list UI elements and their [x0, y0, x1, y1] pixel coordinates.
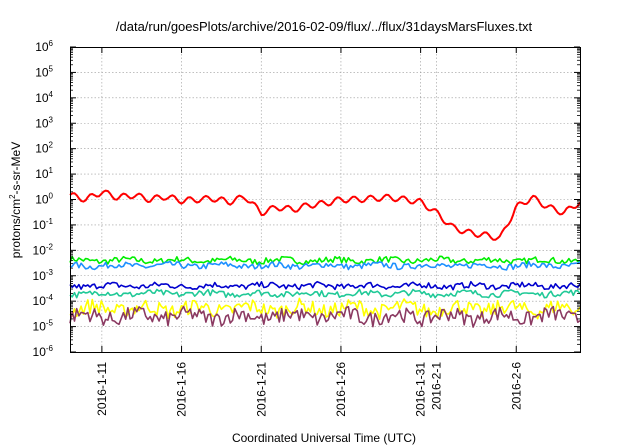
y-tick-base: 10 [33, 269, 47, 283]
y-tick-exponent: -5 [46, 319, 54, 328]
y-tick-base: 10 [33, 294, 47, 308]
x-tick-label: 2016-1-31 [414, 362, 428, 417]
series-line [69, 189, 581, 241]
y-axis-label-post: -s-sr-MeV [9, 142, 23, 195]
y-tick-exponent: 6 [49, 39, 54, 48]
y-tick-label: 102 [35, 141, 53, 156]
series-line [69, 297, 581, 321]
y-axis-label-sup: 2 [8, 194, 17, 199]
y-tick-exponent: 0 [49, 192, 54, 201]
y-axis-label: protons/cm2-s-sr-MeV [8, 142, 23, 258]
y-tick-base: 10 [35, 65, 49, 79]
x-axis: 2016-1-11 2016-1-16 2016-1-21 2016-1-26 2016… [95, 47, 523, 417]
y-tick-base: 10 [35, 193, 49, 207]
y-tick-base: 10 [33, 243, 47, 257]
y-tick-base: 10 [35, 142, 49, 156]
y-axis-label-pre: protons/cm [9, 199, 23, 258]
x-tick-label: 2016-2-6 [509, 362, 523, 410]
x-tick-label: 2016-1-21 [254, 362, 268, 417]
y-tick-label: 101 [35, 166, 53, 181]
series-line [69, 260, 581, 271]
grid [70, 47, 580, 352]
series-group [69, 189, 581, 328]
y-tick-label: 10-1 [33, 217, 54, 232]
y-tick-label: 105 [35, 64, 53, 79]
y-tick-label: 10-4 [33, 293, 54, 308]
y-axis: 10610510410310210110010-110-210-310-410-… [33, 39, 580, 359]
y-tick-label: 10-5 [33, 319, 54, 334]
y-tick-exponent: 2 [49, 141, 54, 150]
y-tick-base: 10 [35, 167, 49, 181]
y-tick-base: 10 [35, 40, 49, 54]
y-tick-base: 10 [33, 345, 47, 359]
y-tick-exponent: 1 [49, 166, 54, 175]
x-tick-label: 2016-1-11 [95, 362, 109, 416]
y-tick-exponent: 5 [49, 64, 54, 73]
y-tick-label: 10-2 [33, 242, 54, 257]
y-tick-label: 104 [35, 90, 53, 105]
y-tick-base: 10 [33, 320, 47, 334]
y-tick-label: 100 [35, 192, 53, 207]
y-tick-label: 106 [35, 39, 53, 54]
y-tick-exponent: -1 [46, 217, 54, 226]
x-tick-label: 2016-1-26 [334, 362, 348, 417]
y-tick-label: 10-6 [33, 344, 54, 359]
y-tick-exponent: -6 [46, 344, 54, 353]
y-tick-label: 10-3 [33, 268, 54, 283]
y-tick-exponent: -3 [46, 268, 54, 277]
series-line [69, 288, 581, 299]
y-tick-exponent: 3 [49, 115, 54, 124]
series-line [69, 305, 581, 328]
x-tick-label: 2016-1-16 [175, 362, 189, 417]
y-tick-exponent: 4 [49, 90, 54, 99]
y-tick-base: 10 [35, 91, 49, 105]
x-tick-label: 2016-2-1 [430, 362, 444, 410]
x-axis-label: Coordinated Universal Time (UTC) [232, 431, 416, 445]
y-tick-base: 10 [35, 116, 49, 130]
chart-title: /data/run/goesPlots/archive/2016-02-09/f… [116, 19, 533, 34]
y-tick-exponent: -2 [46, 242, 54, 251]
y-tick-base: 10 [33, 218, 47, 232]
series-line [69, 280, 581, 291]
series-line [69, 255, 581, 266]
y-tick-label: 103 [35, 115, 53, 130]
y-tick-exponent: -4 [46, 293, 54, 302]
